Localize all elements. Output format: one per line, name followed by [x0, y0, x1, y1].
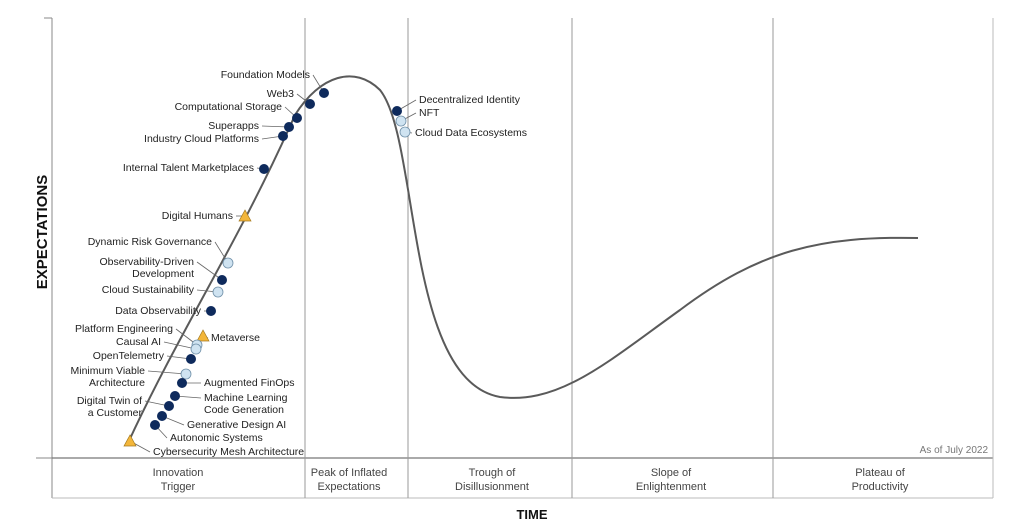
technology-label-generative-design-ai: Generative Design AI — [187, 419, 286, 431]
marker-dynamic-risk-governance — [222, 257, 234, 269]
marker-digital-twin-of-a-customer — [164, 401, 174, 411]
technology-label-decentralized-identity: Decentralized Identity — [419, 94, 521, 106]
marker-nft — [395, 115, 407, 127]
marker-metaverse — [196, 329, 210, 342]
marker-computational-storage — [292, 113, 302, 123]
technology-label-foundation-models: Foundation Models — [221, 69, 310, 81]
technology-label-web3: Web3 — [267, 88, 294, 100]
technology-label-machine-learning-code-generation: Machine Learning Code Generation — [204, 392, 288, 416]
x-axis-label: TIME — [516, 507, 547, 522]
leader-line-observability-driven-development — [196, 261, 223, 281]
technology-label-observability-driven-development: Observability-Driven Development — [99, 256, 194, 280]
phase-label-peak-2: Expectations — [318, 481, 381, 493]
technology-label-cybersecurity-mesh-architecture: Cybersecurity Mesh Architecture — [153, 446, 304, 458]
leader-line-minimum-viable-architecture — [147, 370, 187, 375]
technology-label-digital-twin-of-a-customer: Digital Twin of a Customer — [77, 395, 143, 419]
marker-decentralized-identity — [392, 106, 402, 116]
technology-label-platform-engineering: Platform Engineering — [75, 323, 173, 335]
marker-opentelemetry — [186, 354, 196, 364]
technology-markers — [123, 88, 411, 447]
marker-cybersecurity-mesh-architecture — [123, 434, 137, 447]
phase-labels: Innovation Trigger Peak of Inflated Expe… — [153, 467, 909, 493]
marker-minimum-viable-architecture — [180, 368, 192, 380]
marker-superapps — [284, 122, 294, 132]
technology-label-cloud-sustainability: Cloud Sustainability — [102, 284, 195, 296]
marker-observability-driven-development — [217, 275, 227, 285]
technology-label-augmented-finops: Augmented FinOps — [204, 377, 294, 389]
technology-label-superapps: Superapps — [208, 120, 259, 132]
marker-autonomic-systems — [150, 420, 160, 430]
technology-label-data-observability: Data Observability — [115, 305, 202, 317]
hype-curve — [127, 75, 919, 444]
as-of-note: As of July 2022 — [920, 445, 989, 456]
marker-augmented-finops — [177, 378, 187, 388]
y-axis-label: EXPECTATIONS — [34, 175, 51, 289]
leader-line-causal-ai — [163, 341, 197, 350]
marker-web3 — [305, 99, 315, 109]
marker-cloud-sustainability — [212, 286, 224, 298]
technology-label-industry-cloud-platforms: Industry Cloud Platforms — [144, 133, 259, 145]
technology-label-digital-humans: Digital Humans — [162, 210, 233, 222]
marker-internal-talent-marketplaces — [259, 164, 269, 174]
marker-cloud-data-ecosystems — [399, 126, 411, 138]
technology-label-nft: NFT — [419, 107, 440, 119]
marker-digital-humans — [238, 209, 252, 222]
technology-label-computational-storage: Computational Storage — [175, 101, 283, 113]
technology-label-dynamic-risk-governance: Dynamic Risk Governance — [88, 236, 212, 248]
technology-label-minimum-viable-architecture: Minimum Viable Architecture — [71, 365, 146, 389]
technology-label-cloud-data-ecosystems: Cloud Data Ecosystems — [415, 127, 527, 139]
marker-data-observability — [206, 306, 216, 316]
marker-industry-cloud-platforms — [278, 131, 288, 141]
phase-label-slope-2: Enlightenment — [636, 481, 706, 493]
marker-generative-design-ai — [157, 411, 167, 421]
phase-label-slope-1: Slope of — [651, 467, 692, 479]
phase-label-plateau-1: Plateau of — [855, 467, 905, 479]
marker-causal-ai — [190, 343, 202, 355]
technology-label-autonomic-systems: Autonomic Systems — [170, 432, 263, 444]
technology-label-metaverse: Metaverse — [211, 332, 260, 344]
technology-label-opentelemetry: OpenTelemetry — [93, 350, 165, 362]
phase-label-innovation-2: Trigger — [161, 481, 196, 493]
marker-foundation-models — [319, 88, 329, 98]
phase-label-trough-2: Disillusionment — [455, 481, 529, 493]
technology-label-causal-ai: Causal AI — [116, 336, 161, 348]
phase-label-innovation-1: Innovation — [153, 467, 204, 479]
marker-machine-learning-code-generation — [170, 391, 180, 401]
phase-label-plateau-2: Productivity — [852, 481, 909, 493]
phase-label-peak-1: Peak of Inflated — [311, 467, 387, 479]
phase-label-trough-1: Trough of — [469, 467, 517, 479]
technology-label-internal-talent-marketplaces: Internal Talent Marketplaces — [123, 162, 254, 174]
